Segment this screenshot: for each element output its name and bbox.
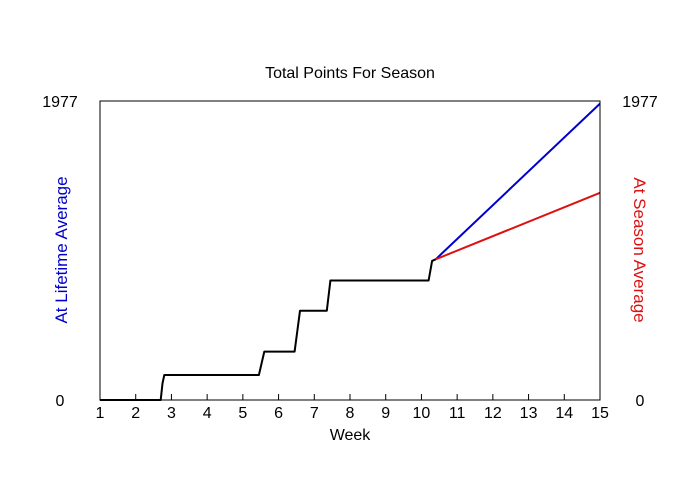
x-tick-label: 15	[591, 405, 609, 422]
x-tick-label: 5	[238, 405, 247, 422]
series-line-lifetime	[435, 102, 601, 261]
x-axis-label: Week	[330, 427, 372, 444]
series-line-season	[435, 191, 601, 261]
x-tick-label: 11	[449, 405, 466, 422]
y-right-tick-label: 0	[636, 393, 645, 410]
x-tick-label: 3	[167, 405, 176, 422]
x-tick-label: 14	[555, 405, 573, 422]
series-line-actual	[100, 258, 437, 401]
y-right-tick-label: 1977	[622, 94, 658, 111]
x-tick-label: 2	[131, 405, 140, 422]
y-ticks: 0 1977 0 1977	[42, 94, 658, 410]
x-tick-label: 10	[413, 405, 431, 422]
y-axis-label-left: At Lifetime Average	[52, 176, 71, 323]
x-tick-label: 8	[346, 405, 355, 422]
series-layer	[100, 102, 601, 401]
x-tick-label: 6	[274, 405, 283, 422]
x-ticks: 1 2 3 4 5 6 7 8 9 10 11 12 13 14 15	[96, 394, 609, 422]
y-left-tick-label: 1977	[42, 94, 78, 111]
chart-title: Total Points For Season	[265, 65, 435, 82]
x-tick-label: 4	[203, 405, 212, 422]
x-tick-label: 9	[381, 405, 390, 422]
x-tick-label: 1	[96, 405, 105, 422]
x-tick-label: 7	[310, 405, 319, 422]
y-left-tick-label: 0	[56, 393, 65, 410]
x-tick-label: 13	[520, 405, 538, 422]
x-tick-label: 12	[484, 405, 502, 422]
y-axis-label-right: At Season Average	[630, 177, 649, 322]
plot-frame	[99, 100, 601, 401]
